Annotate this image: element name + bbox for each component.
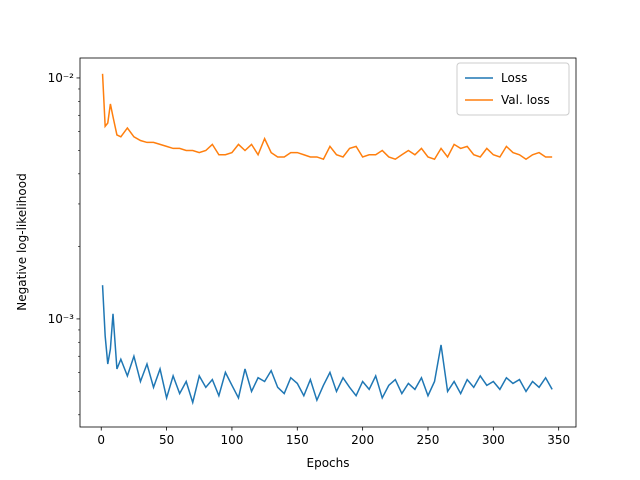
x-tick-label: 200 <box>351 433 374 447</box>
x-tick-label: 0 <box>97 433 105 447</box>
legend-label: Val. loss <box>501 93 550 107</box>
line-series <box>101 73 553 161</box>
axes-frame <box>79 57 577 428</box>
line-series <box>101 285 553 406</box>
x-tick-label: 100 <box>220 433 243 447</box>
legend: Loss Val. loss <box>456 62 570 116</box>
x-tick-label: 350 <box>547 433 570 447</box>
x-tick-label: 250 <box>417 433 440 447</box>
legend-label: Loss <box>501 71 527 85</box>
x-tick-label: 150 <box>286 433 309 447</box>
y-tick-label: 10⁻² <box>48 71 75 85</box>
y-tick-label: 10⁻³ <box>48 312 75 326</box>
x-axis-label: Epochs <box>307 456 350 470</box>
x-tick-label: 50 <box>159 433 174 447</box>
legend-box <box>456 62 570 116</box>
x-tick-label: 300 <box>482 433 505 447</box>
y-axis-label: Negative log-likelihood <box>15 173 29 310</box>
